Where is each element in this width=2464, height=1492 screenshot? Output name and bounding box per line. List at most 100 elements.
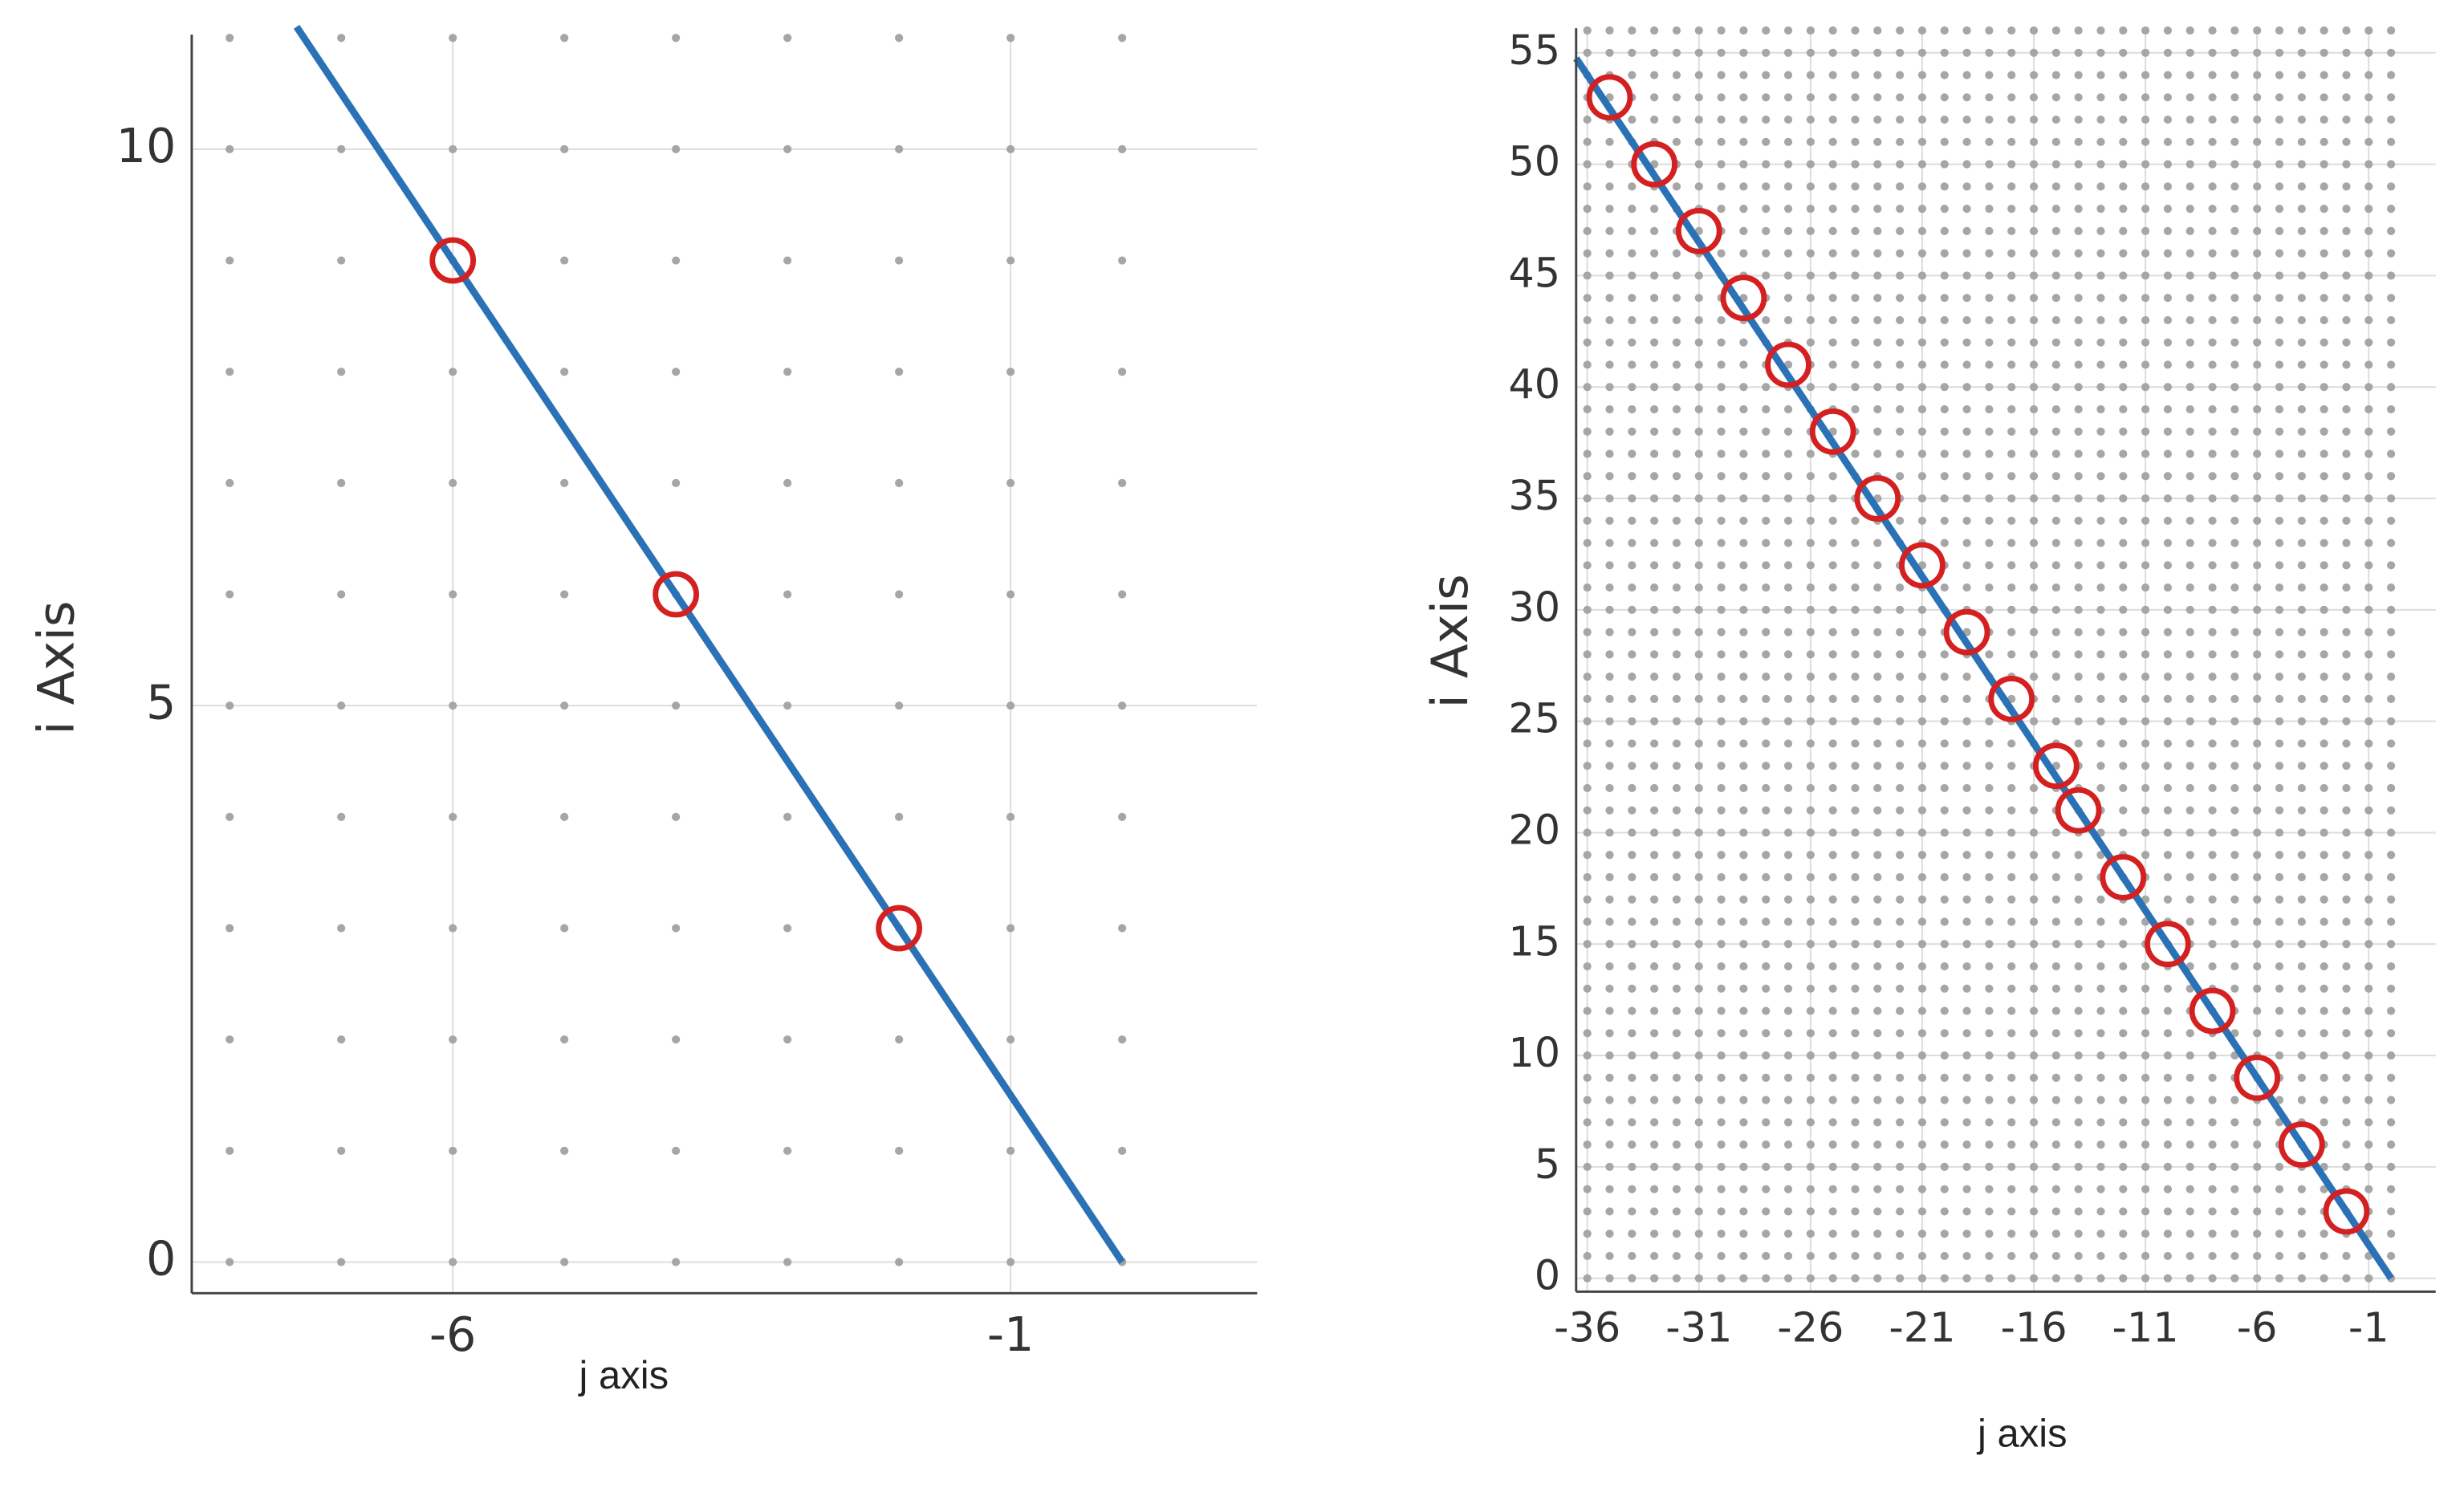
grid-dot: [2320, 872, 2328, 882]
grid-dot: [2253, 1185, 2262, 1193]
grid-dot: [2185, 137, 2194, 146]
grid-dot: [2387, 1251, 2396, 1261]
grid-dot: [1672, 895, 1681, 904]
grid-dot: [2007, 71, 2016, 79]
grid-dot: [1962, 739, 1971, 748]
grid-dot: [1650, 717, 1659, 726]
grid-dot: [2275, 539, 2284, 547]
grid-dot: [1006, 144, 1015, 153]
grid-dot: [1583, 851, 1592, 860]
grid-dot: [2051, 605, 2060, 614]
grid-dot: [1962, 583, 1971, 592]
grid-dot: [1762, 762, 1771, 770]
grid-dot: [1985, 315, 1994, 325]
grid-dot: [2163, 271, 2173, 280]
grid-dot: [1694, 605, 1703, 614]
grid-dot: [2163, 561, 2173, 570]
grid-dot: [2007, 472, 2016, 481]
grid-dot: [1583, 583, 1592, 592]
grid-dot: [1717, 917, 1726, 926]
grid-dot: [1583, 650, 1592, 659]
grid-dot: [2208, 383, 2217, 392]
grid-dot: [1985, 1140, 1994, 1149]
grid-dot: [2297, 160, 2306, 169]
grid-dot: [2096, 205, 2105, 213]
grid-dot: [1694, 1185, 1703, 1193]
grid-dot: [1940, 338, 1949, 347]
grid-dot: [2342, 472, 2351, 481]
grid-dot: [2364, 405, 2373, 414]
grid-dot: [2074, 673, 2083, 681]
grid-dot: [2007, 1274, 2016, 1283]
grid-dot: [1985, 940, 1994, 949]
grid-dot: [1605, 449, 1614, 458]
grid-dot: [1783, 1029, 1793, 1038]
grid-dot: [1006, 478, 1015, 487]
grid-dot: [1672, 137, 1681, 146]
grid-dot: [1985, 1029, 1994, 1038]
grid-dot: [1985, 984, 1994, 993]
grid-dot: [2007, 427, 2016, 436]
grid-dot: [2208, 940, 2217, 949]
grid-dot: [1851, 851, 1860, 860]
grid-dot: [2185, 1051, 2194, 1060]
grid-dot: [1672, 1118, 1681, 1127]
grid-dot: [2320, 48, 2328, 57]
grid-dot: [2119, 783, 2128, 793]
grid-dot: [1628, 539, 1637, 547]
grid-dot: [2007, 539, 2016, 547]
grid-dot: [2364, 48, 2373, 57]
y-tick-label: 5: [1535, 1141, 1560, 1189]
grid-dot: [1672, 984, 1681, 993]
grid-dot: [2029, 93, 2039, 102]
grid-dot: [1851, 1251, 1860, 1261]
grid-dot: [2074, 472, 2083, 481]
grid-dot: [2275, 806, 2284, 815]
grid-dot: [1717, 1185, 1726, 1193]
grid-dot: [1806, 48, 1815, 57]
point: [653, 571, 700, 618]
grid-dot: [2253, 1029, 2262, 1038]
grid-dot: [1783, 1185, 1793, 1193]
grid-dot: [1851, 71, 1860, 79]
grid-dot: [560, 368, 569, 376]
grid-dot: [226, 368, 234, 376]
grid-dot: [2208, 1073, 2217, 1082]
grid-dot: [1962, 828, 1971, 837]
grid-dot: [560, 590, 569, 599]
grid-dot: [1985, 360, 1994, 369]
grid-dot: [2253, 338, 2262, 347]
grid-dot: [560, 144, 569, 153]
grid-dot: [2364, 762, 2373, 770]
grid-dot: [1828, 137, 1837, 146]
grid-dot: [1940, 783, 1949, 793]
grid-dot: [1739, 872, 1748, 882]
grid-dot: [1605, 917, 1614, 926]
grid-dot: [1985, 1230, 1994, 1238]
grid-dot: [2119, 1185, 2128, 1193]
grid-dot: [1739, 1006, 1748, 1015]
grid-dot: [337, 590, 346, 599]
grid-dot: [1896, 984, 1905, 993]
grid-dot: [2387, 26, 2396, 35]
grid-dot: [1762, 48, 1771, 57]
grid-dot: [2297, 872, 2306, 882]
grid-dot: [1650, 1274, 1659, 1283]
grid-dot: [2342, 783, 2351, 793]
grid-dot: [2163, 1118, 2173, 1127]
grid-dot: [2253, 472, 2262, 481]
grid-dot: [2230, 182, 2239, 191]
grid-dot: [2007, 1051, 2016, 1060]
grid-dot: [2275, 1230, 2284, 1238]
grid-dot: [2342, 628, 2351, 636]
grid-dot: [2051, 895, 2060, 904]
grid-dot: [1605, 494, 1614, 503]
grid-dot: [1605, 673, 1614, 681]
grid-dot: [1851, 917, 1860, 926]
grid-dot: [1851, 93, 1860, 102]
grid-dot: [1006, 1035, 1015, 1044]
grid-dot: [2387, 48, 2396, 57]
grid-dot: [2141, 516, 2150, 525]
grid-dot: [2029, 115, 2039, 124]
grid-dot: [1583, 539, 1592, 547]
